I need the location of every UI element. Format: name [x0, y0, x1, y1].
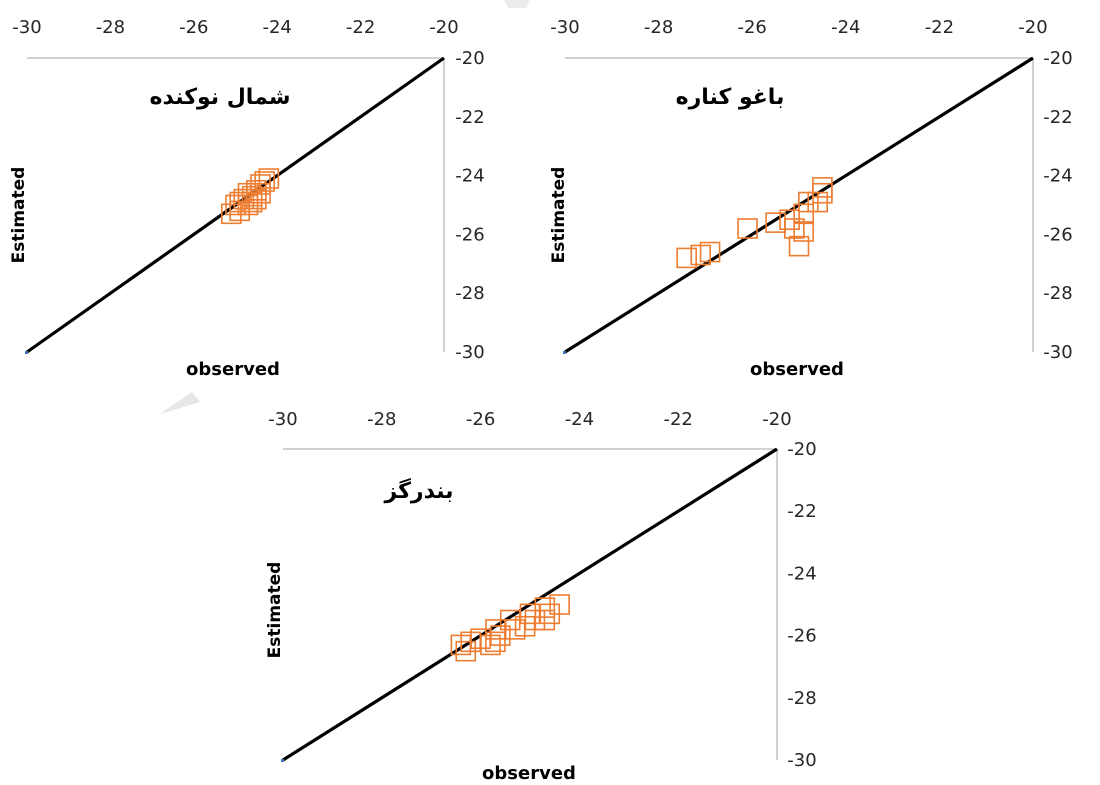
y-tick-label: -26 — [1043, 224, 1072, 245]
data-point — [793, 203, 814, 225]
y-tick-label: -24 — [1043, 166, 1072, 187]
y-tick-label: -24 — [455, 166, 484, 187]
chart-title: باغو کناره — [676, 85, 785, 110]
x-tick-label: -30 — [550, 17, 579, 38]
y-tick-label: -28 — [455, 283, 484, 304]
line-start-marker — [563, 351, 566, 354]
y-tick-label: -20 — [455, 48, 484, 69]
y-tick-label: -30 — [455, 342, 484, 363]
x-tick-label: -22 — [346, 17, 375, 38]
y-tick-label: -26 — [787, 626, 816, 647]
x-tick-label: -24 — [831, 17, 860, 38]
x-tick-label: -24 — [565, 409, 594, 430]
x-tick-label: -28 — [367, 409, 396, 430]
x-tick-label: -26 — [466, 409, 495, 430]
chart-panel-2: -30 -28 -26 -24 -22 -20 -20 -22 -24 -26 -28 -30 باغو… — [549, 17, 1073, 380]
x-tick-label: -20 — [1018, 17, 1047, 38]
y-tick-label: -28 — [1043, 283, 1072, 304]
x-tick-label: -28 — [644, 17, 673, 38]
x-tick-label: -26 — [179, 17, 208, 38]
data-point — [485, 631, 506, 653]
y-axis-label: Estimated — [549, 167, 569, 264]
data-point — [258, 168, 280, 189]
data-point — [250, 182, 271, 204]
data-point — [737, 218, 758, 239]
x-tick-label: -22 — [925, 17, 954, 38]
y-tick-label: -30 — [787, 750, 816, 771]
data-point — [534, 597, 556, 618]
data-point — [699, 241, 721, 263]
x-tick-label: -20 — [762, 409, 791, 430]
x-tick-label: -30 — [268, 409, 297, 430]
data-point — [812, 177, 833, 198]
data-point — [237, 182, 259, 204]
data-point — [225, 194, 246, 216]
chart-panel-3: -30 -28 -26 -24 -22 -20 -20 -22 -24 -26 -28 -30 بندر… — [265, 409, 817, 784]
x-axis-label: observed — [482, 763, 576, 784]
y-tick-label: -22 — [1043, 107, 1072, 128]
y-tick-label: -22 — [787, 501, 816, 522]
data-point — [254, 171, 275, 192]
y-tick-label: -24 — [787, 563, 816, 584]
y-axis-label: Estimated — [9, 167, 29, 264]
y-tick-label: -28 — [787, 688, 816, 709]
data-point — [246, 188, 267, 210]
x-tick-label: -24 — [262, 17, 291, 38]
y-tick-label: -20 — [1043, 48, 1072, 69]
data-point — [539, 603, 561, 625]
data-point — [676, 247, 697, 269]
y-tick-label: -22 — [455, 107, 484, 128]
x-axis-label: observed — [186, 359, 280, 380]
line-start-marker — [25, 351, 28, 354]
x-tick-label: -22 — [663, 409, 692, 430]
line-start-marker — [281, 759, 284, 762]
x-tick-label: -30 — [12, 17, 41, 38]
chart-panel-1: -30 -28 -26 -24 -22 -20 -20 -22 -24 -26 -28 -30 شمال… — [9, 17, 485, 380]
x-axis-label: observed — [750, 359, 844, 380]
data-point — [788, 235, 810, 257]
y-tick-label: -30 — [1043, 342, 1072, 363]
data-point — [534, 609, 556, 631]
chart-title: بندرگز — [383, 477, 453, 504]
data-point — [793, 221, 814, 242]
chart-title: شمال نوکنده — [150, 85, 291, 110]
x-tick-label: -20 — [429, 17, 458, 38]
y-tick-label: -20 — [787, 439, 816, 460]
y-tick-label: -26 — [455, 224, 484, 245]
data-point — [455, 640, 477, 662]
y-axis-label: Estimated — [265, 562, 285, 659]
x-tick-label: -26 — [737, 17, 766, 38]
x-tick-label: -28 — [96, 17, 125, 38]
